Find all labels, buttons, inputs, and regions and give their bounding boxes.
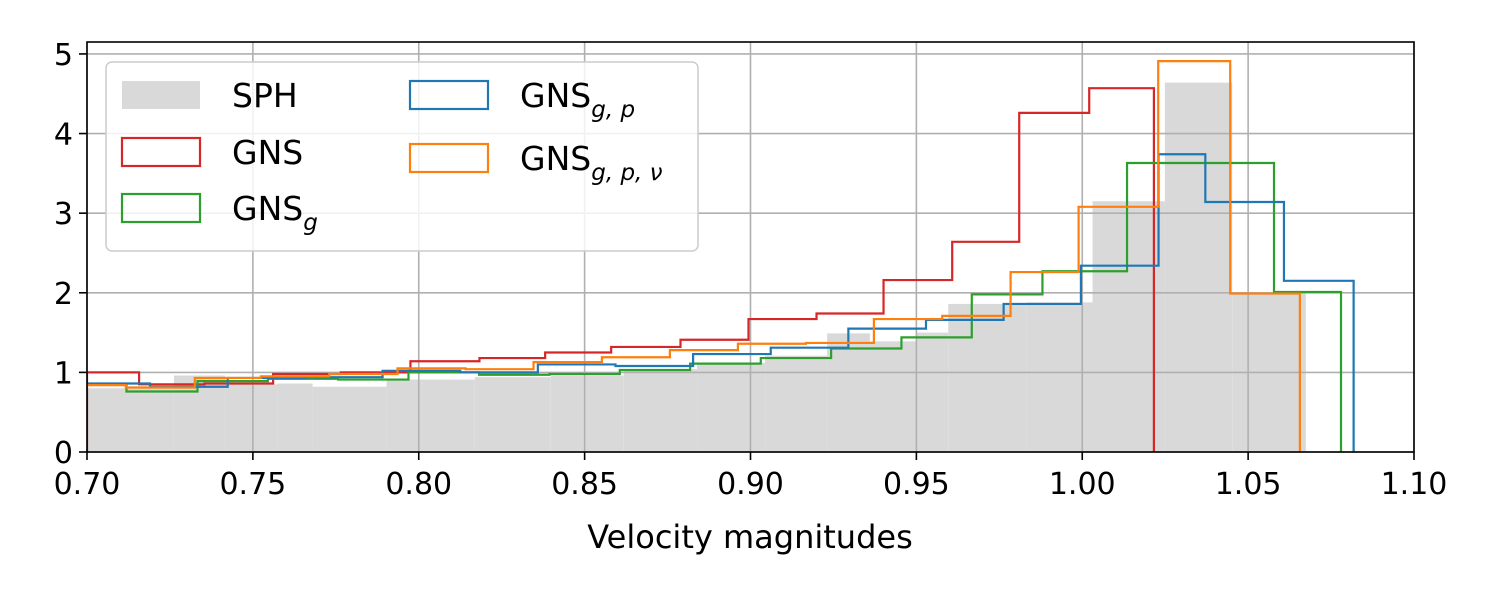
x-tick-label: 0.70 — [54, 467, 121, 502]
sph-bars — [87, 82, 1306, 452]
x-tick-label: 0.75 — [219, 467, 286, 502]
y-tick-label: 0 — [54, 436, 73, 471]
sph-bar — [1164, 82, 1233, 452]
sph-bar — [916, 332, 949, 452]
sph-bar — [869, 341, 917, 452]
x-tick-label: 1.10 — [1381, 467, 1448, 502]
sph-bar — [697, 362, 766, 452]
legend-box — [105, 61, 699, 252]
legend-label-subscript: g, p — [591, 97, 635, 123]
series-line-gns-g-p — [87, 153, 1355, 452]
sph-bar — [474, 377, 551, 452]
y-tick-label: 3 — [54, 197, 73, 232]
x-axis-title: Velocity magnitudes — [587, 518, 912, 556]
legend-item: SPH — [122, 76, 298, 115]
legend-swatch — [120, 136, 202, 168]
x-tick-label: 0.80 — [385, 467, 452, 502]
x-axis-ticks: 0.70 0.75 0.80 0.85 0.90 0.95 1.00 1.05 1.10 — [54, 452, 1448, 502]
sph-bar — [765, 355, 828, 452]
legend-item: GNS — [120, 133, 303, 172]
x-tick-label: 0.90 — [717, 467, 784, 502]
legend-swatch — [408, 142, 490, 174]
y-tick-label: 1 — [54, 356, 73, 391]
legend-label-subscript: g — [303, 210, 318, 236]
x-tick-label: 0.95 — [883, 467, 950, 502]
sph-bar — [225, 384, 278, 452]
sph-bar — [386, 379, 475, 452]
sph-bar — [948, 303, 1027, 452]
legend-label-subscript: g, p, ν — [591, 160, 662, 186]
y-tick-label: 2 — [54, 277, 73, 312]
sph-bar — [1092, 201, 1165, 452]
series-line-gns — [87, 87, 1156, 452]
legend-label: GNS — [232, 133, 303, 172]
x-tick-label: 1.00 — [1049, 467, 1116, 502]
legend-label: SPH — [232, 76, 298, 115]
sph-bar — [623, 369, 698, 452]
legend-swatch — [120, 192, 202, 224]
sph-bar — [312, 386, 387, 452]
legend-swatch — [122, 81, 200, 109]
y-axis-ticks: 0 1 2 3 4 5 — [54, 38, 87, 471]
sph-bar — [550, 375, 624, 452]
x-tick-label: 0.85 — [551, 467, 618, 502]
y-tick-label: 5 — [54, 38, 73, 73]
sph-bar — [87, 388, 174, 452]
step-series — [87, 60, 1355, 452]
sph-bar — [827, 333, 870, 452]
y-tick-label: 4 — [54, 118, 73, 153]
series-line-gns-g-p- — [87, 60, 1301, 452]
sph-bar — [277, 383, 313, 452]
x-tick-label: 1.05 — [1215, 467, 1282, 502]
legend-swatch — [408, 79, 490, 111]
